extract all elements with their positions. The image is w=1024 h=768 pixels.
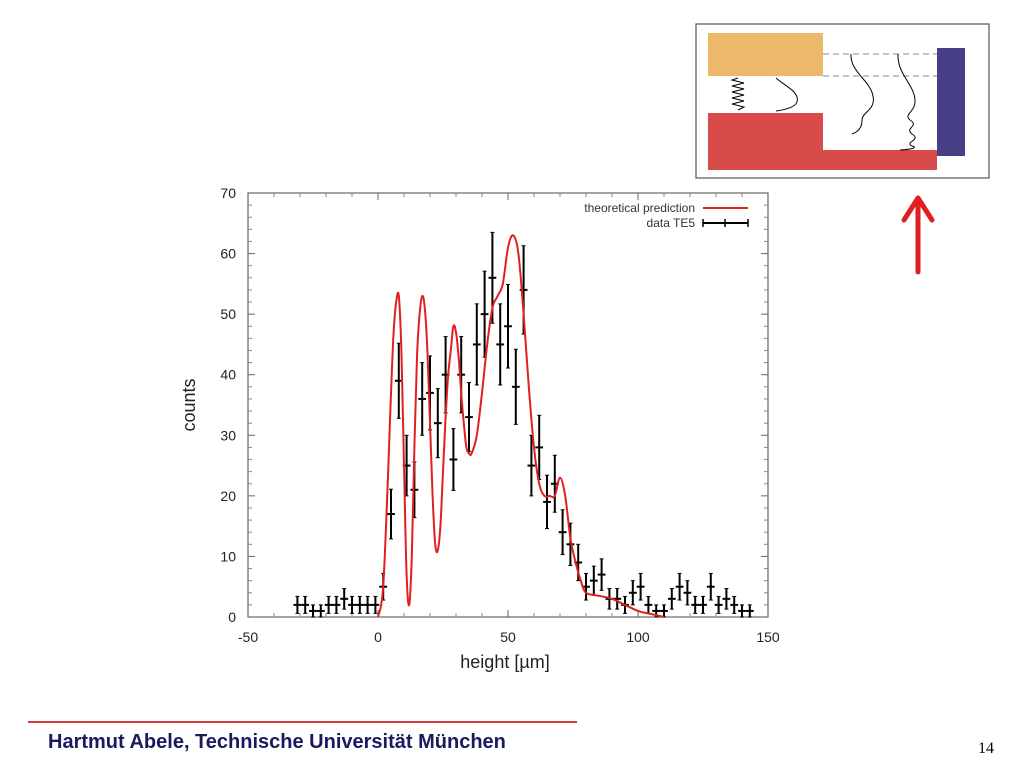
data-point [465,382,473,453]
y-tick-label: 60 [220,246,236,262]
inset-absorber-block [708,33,823,76]
inset-wavefunction-2 [850,53,874,135]
y-tick-label: 40 [220,367,236,383]
x-tick-label: 100 [626,629,650,645]
data-point [511,348,520,425]
arrow-up [901,195,935,275]
data-point [355,595,364,614]
footer-author: Hartmut Abele, Technische Universität Mü… [48,731,506,753]
data-point [449,428,458,491]
data-point [566,522,575,567]
inset-spring [730,77,746,111]
x-tick-label: 150 [756,629,780,645]
y-tick-label: 0 [228,609,236,625]
data-point [371,595,380,614]
y-axis-label: counts [179,378,199,431]
data-point [722,588,731,610]
y-tick-label: 70 [220,185,236,201]
data-point [745,604,754,618]
data-point [543,474,551,530]
x-axis-label: height [µm] [460,652,549,672]
data-point [699,595,707,614]
data-point [301,595,310,614]
data-te5-series [293,231,754,618]
data-point [644,595,653,614]
legend-label-prediction: theoretical prediction [584,201,695,215]
data-point [660,604,668,618]
inset-mirror-block [708,113,823,170]
page-number: 14 [978,740,994,757]
data-point [558,509,567,556]
data-point [363,595,372,614]
legend-label-data: data TE5 [647,216,696,230]
data-point [628,580,637,606]
y-tick-label: 20 [220,488,236,504]
y-tick-label: 30 [220,427,236,443]
plot-frame [247,192,769,618]
data-point [738,604,746,618]
data-point [691,595,700,614]
data-point [480,270,489,358]
data-point [293,595,302,614]
data-point [597,558,606,591]
data-point [683,580,692,606]
y-tick-label: 10 [220,548,236,564]
data-point [675,572,684,601]
data-point [387,488,395,540]
data-point [667,588,676,610]
arrow-head [901,195,935,223]
data-point [340,588,349,610]
inset-mirror-extension [823,150,937,170]
data-point [472,303,481,386]
x-tick-label: -50 [238,629,258,645]
inset-schematic [695,23,990,179]
data-point [730,595,739,614]
y-tick-label: 50 [220,306,236,322]
data-point [418,362,427,436]
theoretical-prediction-line [377,234,665,618]
data-point [433,388,442,459]
data-point [496,303,505,386]
legend-swatch-data [702,219,749,227]
data-point [316,604,325,618]
inset-wavefunction-1 [775,77,798,112]
data-point [309,604,317,618]
legend: theoretical prediction data TE5 [584,201,749,230]
data-point [714,595,723,614]
x-tick-label: 0 [374,629,382,645]
data-point [706,572,715,601]
data-point [636,572,645,601]
data-point [504,283,512,369]
axis-ticks [247,192,769,618]
data-point [324,595,333,614]
data-point [348,595,356,614]
data-point [589,565,598,596]
inset-detector [937,48,965,156]
inset-wavefunction-3 [897,53,916,151]
x-tick-label: 50 [500,629,516,645]
data-point [332,595,341,614]
footer-divider [28,721,577,723]
